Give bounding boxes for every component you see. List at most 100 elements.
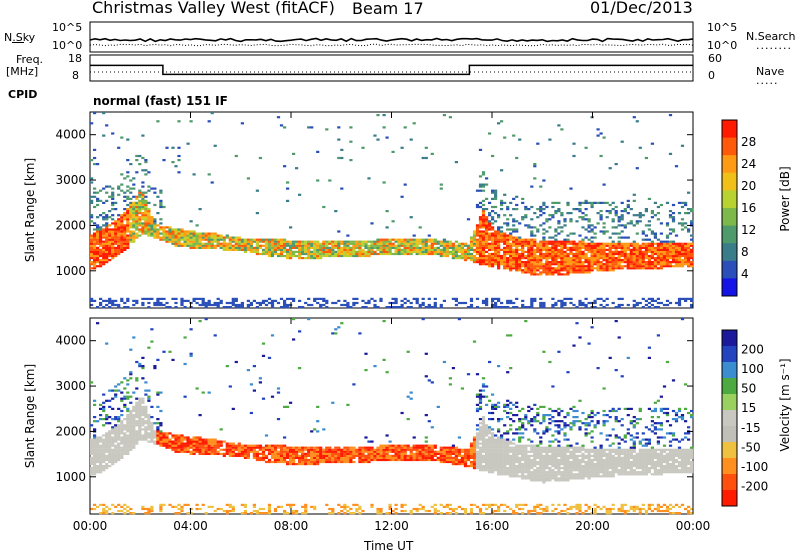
power-cell — [512, 257, 516, 260]
power-cell — [491, 228, 495, 231]
power-cell — [566, 252, 570, 256]
power-cell — [141, 226, 145, 229]
velocity-cell — [96, 446, 100, 449]
power-cell — [204, 303, 208, 307]
power-cell — [123, 238, 127, 241]
velocity-cell — [391, 444, 395, 447]
power-cell — [343, 299, 347, 302]
power-cell — [488, 214, 492, 217]
velocity-cell — [171, 448, 175, 451]
velocity-cell — [204, 438, 208, 441]
power-cell — [189, 238, 193, 241]
power-cell — [478, 226, 483, 229]
power-cell — [177, 240, 181, 243]
power-cell — [521, 242, 525, 245]
power-cell — [123, 242, 127, 245]
power-cell — [665, 299, 670, 302]
power-cell — [614, 214, 618, 217]
power-cell — [674, 265, 679, 268]
power-cell — [563, 254, 567, 258]
velocity-cell — [141, 434, 145, 437]
power-cell — [409, 306, 413, 309]
power-cell — [240, 301, 244, 305]
power-cell — [439, 244, 443, 247]
power-cell — [273, 242, 278, 245]
power-cell — [584, 246, 588, 249]
velocity-cell — [331, 452, 335, 455]
power-cell — [234, 246, 238, 249]
power-cell — [96, 261, 100, 264]
velocity-cell — [90, 452, 94, 455]
velocity-cell — [105, 440, 109, 443]
power-cell — [144, 232, 148, 235]
power-cell — [328, 250, 332, 253]
power-cell — [90, 250, 94, 253]
power-cell — [599, 254, 603, 258]
velocity-cell — [96, 454, 100, 457]
power-cell — [132, 222, 136, 225]
velocity-cell — [454, 446, 458, 449]
power-cell — [90, 254, 94, 258]
power-cell — [286, 252, 290, 256]
power-cell — [159, 189, 163, 192]
velocity-cell — [270, 460, 275, 464]
velocity-cell — [102, 438, 106, 441]
power-cell — [355, 297, 359, 300]
velocity-cell — [316, 450, 320, 453]
power-cell — [129, 163, 133, 166]
velocity-cell — [147, 507, 151, 511]
velocity-cell — [135, 403, 139, 406]
velocity-cell — [475, 456, 480, 459]
velocity-cell — [403, 444, 407, 447]
power-cell — [596, 261, 600, 264]
velocity-cell — [310, 454, 314, 457]
velocity-cell — [494, 469, 498, 472]
power-cell — [581, 244, 585, 247]
velocity-cell — [111, 444, 115, 447]
power-cell — [638, 212, 642, 215]
power-cell — [264, 242, 269, 245]
velocity-cell — [475, 463, 480, 466]
power-cell — [575, 248, 579, 251]
power-cell — [478, 238, 483, 241]
power-cell — [313, 252, 317, 256]
velocity-cell — [192, 450, 196, 453]
power-cell — [126, 306, 130, 309]
power-cell — [123, 306, 127, 309]
power-cell — [153, 236, 157, 239]
power-cell — [545, 261, 549, 264]
power-cell — [397, 250, 401, 253]
power-cell — [644, 252, 648, 256]
power-cell — [593, 254, 597, 258]
velocity-cell — [243, 444, 247, 447]
velocity-cell — [376, 507, 380, 511]
velocity-cell — [424, 509, 428, 513]
velocity-cell — [99, 407, 103, 410]
power-cell — [554, 244, 558, 247]
power-cell — [216, 303, 220, 307]
velocity-cell — [448, 507, 452, 511]
power-cell — [662, 240, 667, 243]
power-cell — [135, 218, 139, 221]
power-cell — [120, 238, 124, 241]
velocity-cell — [349, 452, 353, 455]
power-cell — [472, 248, 477, 251]
power-cell — [123, 218, 127, 221]
power-cell — [376, 114, 380, 117]
power-cell — [322, 297, 326, 300]
power-cell — [147, 214, 151, 217]
power-cell — [132, 205, 136, 209]
power-cell — [264, 303, 269, 307]
power-cell — [144, 203, 148, 207]
power-cell — [653, 265, 657, 268]
power-cell — [599, 246, 603, 249]
velocity-cell — [120, 420, 124, 423]
power-cell — [126, 185, 130, 188]
power-cell — [421, 240, 425, 243]
power-cell — [225, 246, 229, 249]
power-cell — [117, 146, 121, 149]
power-cell — [590, 201, 594, 204]
power-cell — [515, 238, 519, 241]
power-cell — [99, 238, 103, 241]
velocity-cell — [394, 450, 398, 453]
